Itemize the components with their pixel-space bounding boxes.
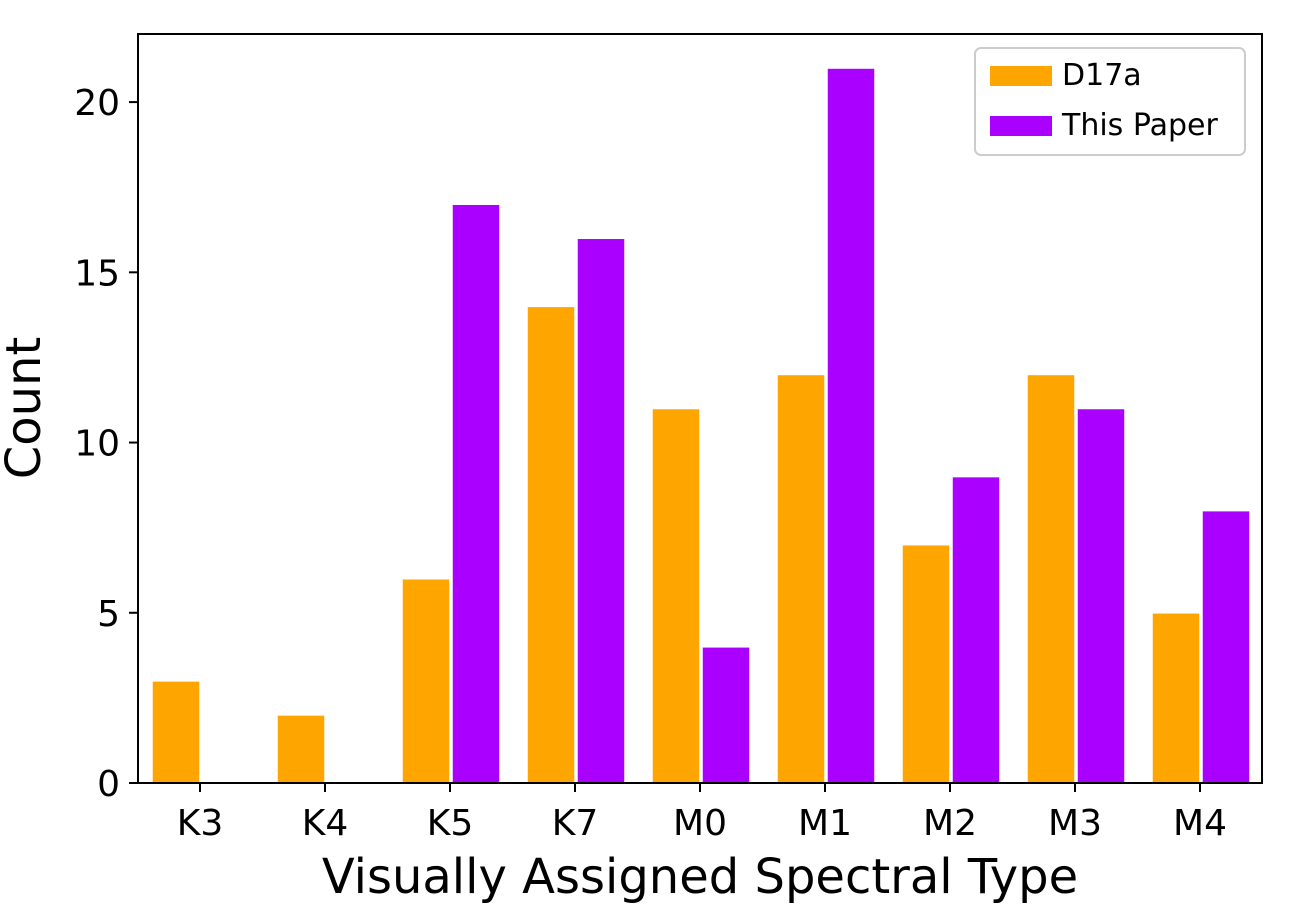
bar-this-paper-m4 xyxy=(1201,509,1251,784)
bar-this-paper-k7 xyxy=(576,237,626,784)
bar-d17a-m4 xyxy=(1151,612,1201,784)
bar-this-paper-k5 xyxy=(451,203,501,784)
y-tick-label: 15 xyxy=(74,253,120,294)
x-tick-label: M3 xyxy=(1048,803,1102,844)
bar-d17a-m3 xyxy=(1026,373,1076,784)
y-tick-label: 5 xyxy=(97,594,120,635)
legend-swatch-this-paper xyxy=(990,116,1052,136)
bar-d17a-k3 xyxy=(151,680,201,784)
x-tick-label: K7 xyxy=(552,803,599,844)
x-tick-label: M0 xyxy=(673,803,727,844)
legend-label: This Paper xyxy=(1061,108,1218,143)
x-tick-label: K3 xyxy=(177,803,224,844)
bar-this-paper-m2 xyxy=(951,475,1001,784)
x-axis-label: Visually Assigned Spectral Type xyxy=(322,849,1078,905)
y-tick-label: 10 xyxy=(74,424,120,465)
bar-this-paper-m1 xyxy=(826,67,876,784)
legend-label: D17a xyxy=(1062,58,1142,93)
y-axis-label: Count xyxy=(0,337,52,480)
y-axis: 0 5 10 15 20 xyxy=(74,83,138,805)
x-tick-label: M2 xyxy=(923,803,977,844)
bars-group xyxy=(151,67,1251,784)
bar-this-paper-m0 xyxy=(701,646,751,784)
bar-d17a-k7 xyxy=(526,305,576,784)
bar-this-paper-m3 xyxy=(1076,407,1126,784)
x-tick-label: K4 xyxy=(302,803,349,844)
bar-d17a-k5 xyxy=(401,577,451,784)
x-tick-label: M1 xyxy=(798,803,852,844)
bar-d17a-m1 xyxy=(776,373,826,784)
bar-d17a-m0 xyxy=(651,407,701,784)
x-tick-label: M4 xyxy=(1173,803,1227,844)
bar-d17a-k4 xyxy=(276,714,326,784)
y-tick-label: 20 xyxy=(74,83,120,124)
x-axis: K3 K4 K5 K7 M0 M1 M2 M3 M4 xyxy=(177,783,1227,844)
x-tick-label: K5 xyxy=(427,803,474,844)
bar-d17a-m2 xyxy=(901,543,951,784)
legend: D17a This Paper xyxy=(974,47,1246,156)
y-tick-label: 0 xyxy=(97,764,120,805)
legend-swatch-d17a xyxy=(990,66,1052,86)
